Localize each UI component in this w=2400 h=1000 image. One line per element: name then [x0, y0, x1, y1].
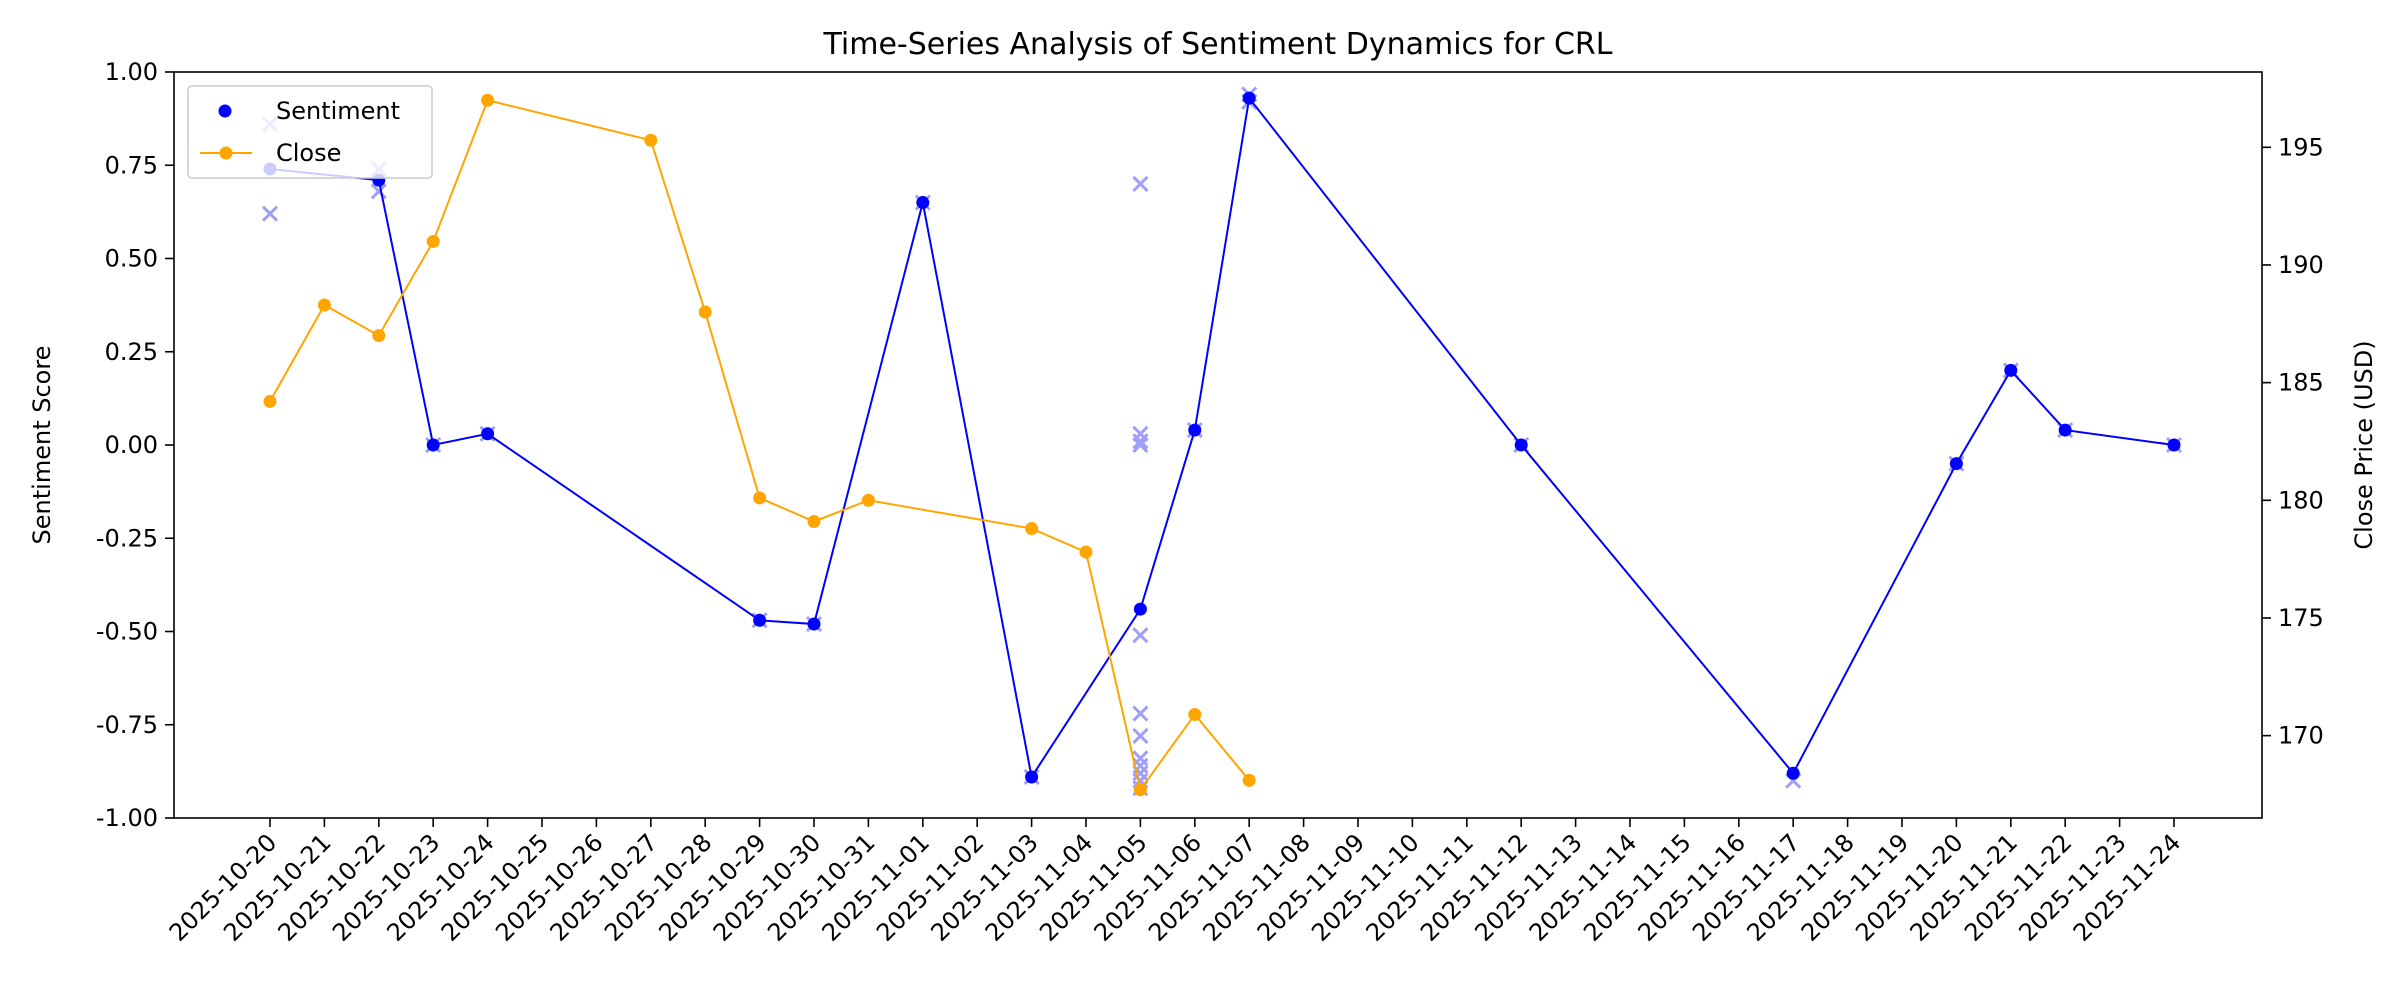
sentiment-point	[1949, 457, 1963, 471]
close-point	[753, 491, 767, 505]
left-axis-label: Sentiment Score	[28, 346, 56, 545]
left-tick-label: 0.75	[105, 151, 158, 179]
series-points	[263, 91, 2181, 797]
sentiment-point	[2167, 438, 2181, 452]
sentiment-point	[753, 613, 767, 627]
raw-sentiment-marker	[1132, 750, 1149, 767]
legend-sentiment-marker	[218, 104, 232, 118]
legend-close-marker	[219, 146, 233, 160]
sentiment-point	[481, 427, 495, 441]
left-tick-label: -0.75	[96, 711, 158, 739]
close-point	[644, 133, 658, 147]
close-point	[426, 234, 440, 248]
sentiment-line	[269, 95, 2175, 780]
raw-sentiment-marker	[261, 205, 279, 222]
close-point	[1025, 522, 1039, 536]
sentiment-point	[1133, 602, 1147, 616]
sentiment-point	[807, 617, 821, 631]
close-point	[1242, 773, 1256, 787]
close-point	[263, 394, 277, 408]
left-tick-label: 1.00	[105, 58, 158, 86]
raw-sentiment-marker	[1132, 727, 1149, 745]
left-tick-label: 0.00	[105, 431, 158, 459]
left-tick-label: -0.50	[96, 618, 158, 646]
right-y-axis: 195 190 185 180 175 170	[2262, 133, 2324, 750]
left-y-axis: 1.00 0.75 0.50 0.25 0.00 -0.25 -0.50 -0.75 -1.00	[96, 58, 174, 832]
left-tick-label: -1.00	[96, 804, 158, 832]
close-point	[372, 329, 386, 343]
close-point	[1133, 783, 1147, 797]
right-tick-label: 195	[2278, 133, 2324, 161]
chart-legend: Sentiment Close	[187, 85, 433, 179]
sentiment-point	[1188, 423, 1202, 437]
raw-sentiment-marker	[1132, 436, 1149, 454]
right-tick-label: 170	[2278, 722, 2324, 750]
sentiment-point	[2004, 363, 2018, 377]
raw-sentiment-marker	[1132, 705, 1149, 722]
close-point	[317, 298, 331, 312]
sentiment-point	[1025, 770, 1039, 784]
raw-sentiment-marker	[1132, 175, 1149, 192]
left-tick-label: 0.50	[105, 245, 158, 273]
right-tick-label: 185	[2278, 369, 2324, 397]
legend-sentiment-label: Sentiment	[276, 97, 400, 125]
plot-frame	[173, 71, 2263, 819]
sentiment-point	[916, 196, 930, 210]
legend-close-label: Close	[276, 139, 341, 167]
right-tick-label: 190	[2278, 251, 2324, 279]
close-point	[698, 305, 712, 319]
left-tick-label: 0.25	[105, 338, 158, 366]
x-axis: 2025-10-202025-10-212025-10-222025-10-23…	[164, 818, 2186, 947]
right-tick-label: 175	[2278, 604, 2324, 632]
close-point	[1079, 545, 1093, 559]
close-line	[269, 99, 1250, 793]
sentiment-point	[2058, 423, 2072, 437]
left-tick-label: -0.25	[96, 524, 158, 552]
close-point	[1188, 707, 1202, 721]
right-tick-label: 180	[2278, 486, 2324, 514]
sentiment-point	[1786, 766, 1800, 780]
right-axis-label: Close Price (USD)	[2350, 340, 2378, 549]
sentiment-point	[426, 438, 440, 452]
sentiment-point	[1514, 438, 1528, 452]
raw-sentiment-markers	[261, 86, 2183, 797]
close-point	[807, 514, 821, 528]
raw-sentiment-marker	[370, 183, 387, 200]
chart-title: Time-Series Analysis of Sentiment Dynami…	[823, 27, 1613, 62]
sentiment-point	[1242, 91, 1256, 105]
close-point	[481, 93, 495, 107]
raw-sentiment-marker	[1132, 627, 1149, 644]
close-point	[861, 493, 875, 507]
raw-sentiment-marker	[1132, 433, 1149, 450]
legend-box	[187, 85, 433, 179]
series-lines	[269, 95, 2175, 793]
